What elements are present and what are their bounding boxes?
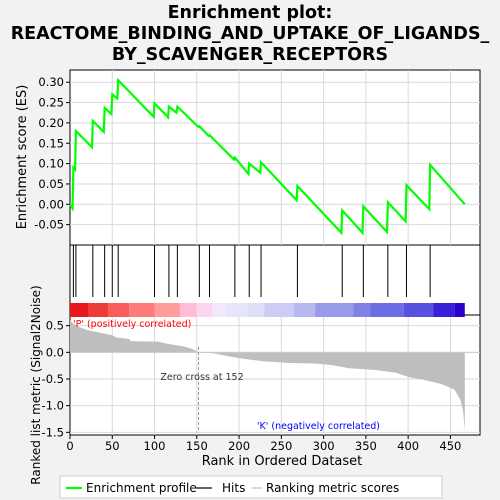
title-line-2: REACTOME_BINDING_AND_UPTAKE_OF_LIGANDS_ (11, 24, 490, 44)
x-tick-label: 50 (105, 439, 120, 453)
color-bar-segment (196, 303, 213, 317)
x-tick-label: 400 (397, 439, 419, 453)
legend-hits-label: Hits (222, 481, 245, 495)
title-line-3: BY_SCAVENGER_RECEPTORS (112, 45, 388, 65)
metric-y-tick-label: -1.5 (42, 425, 64, 439)
es-panel (69, 69, 481, 246)
hit-lines (72, 245, 431, 297)
es-y-tick-label: 0.30 (38, 75, 64, 89)
positive-correlated-label: 'P' (positively correlated) (73, 319, 191, 330)
es-y-tick-label: 0.25 (38, 96, 64, 110)
metric-y-tick-label: -1.0 (42, 399, 64, 413)
x-tick-label: 0 (66, 439, 73, 453)
color-bar-segment (315, 303, 354, 317)
x-tick-label: 150 (186, 439, 208, 453)
x-tick-label: 350 (355, 439, 377, 453)
color-bar-segment (88, 303, 109, 317)
x-tick-label: 450 (439, 439, 461, 453)
x-tick-label: 250 (270, 439, 292, 453)
x-tick-label: 100 (144, 439, 166, 453)
metric-y-tick-label: -0.5 (42, 372, 64, 386)
es-y-tick-label: 0.05 (38, 177, 64, 191)
es-grid (70, 70, 480, 245)
enrichment-profile-line (69, 77, 466, 236)
color-bar-segment (129, 303, 155, 317)
negative-correlated-label: 'K' (negatively correlated) (257, 421, 380, 432)
color-bar-segment (264, 303, 295, 317)
color-bar-segment (70, 303, 89, 317)
x-tick-label: 300 (313, 439, 335, 453)
zero-cross-label: Zero cross at 152 (160, 372, 243, 383)
es-y-tick-label: 0.10 (38, 157, 64, 171)
color-bar-segment (433, 303, 455, 317)
color-bar-segment (454, 303, 465, 317)
ranking-color-bar (70, 303, 465, 317)
color-bar-segment (403, 303, 434, 317)
color-bar-segment (226, 303, 248, 317)
x-axis-label: Rank in Ordered Dataset (202, 454, 363, 469)
title-line-1: Enrichment plot: (168, 3, 333, 23)
es-y-tick-label: -0.05 (34, 218, 64, 232)
es-y-axis-label: Enrichment score (ES) (15, 85, 30, 230)
es-y-tick-label: 0.20 (38, 116, 64, 130)
color-bar-segment (370, 303, 404, 317)
metric-y-tick-label: 0.5 (46, 319, 64, 333)
x-ticks: 0 50 100 150 200 250 300 350 400 450 (66, 435, 461, 453)
color-bar-segment (108, 303, 130, 317)
es-y-tick-label: 0.00 (38, 197, 64, 211)
legend-box (59, 475, 443, 499)
color-bar-segment (212, 303, 227, 317)
es-y-tick-label: 0.15 (38, 136, 64, 150)
es-y-ticks: -0.05 0.00 0.05 0.10 0.15 0.20 0.25 0.30 (34, 75, 70, 232)
metric-y-axis-label: Ranked list metric (Signal2Noise) (29, 285, 43, 484)
legend-metric-label: Ranking metric scores (266, 481, 399, 495)
color-bar-segment (353, 303, 371, 317)
color-bar-segment (154, 303, 180, 317)
legend-enrichment-label: Enrichment profile (86, 481, 197, 495)
metric-y-tick-label: 0.0 (46, 345, 64, 359)
color-bar-segment (247, 303, 265, 317)
color-bar-segment (179, 303, 197, 317)
color-bar-segment (294, 303, 316, 317)
x-tick-label: 200 (228, 439, 250, 453)
metric-y-ticks: -1.5 -1.0 -0.5 0.0 0.5 (42, 319, 70, 439)
ranking-metric-area (70, 320, 465, 430)
legend: Enrichment profile Hits Ranking metric s… (59, 475, 443, 499)
